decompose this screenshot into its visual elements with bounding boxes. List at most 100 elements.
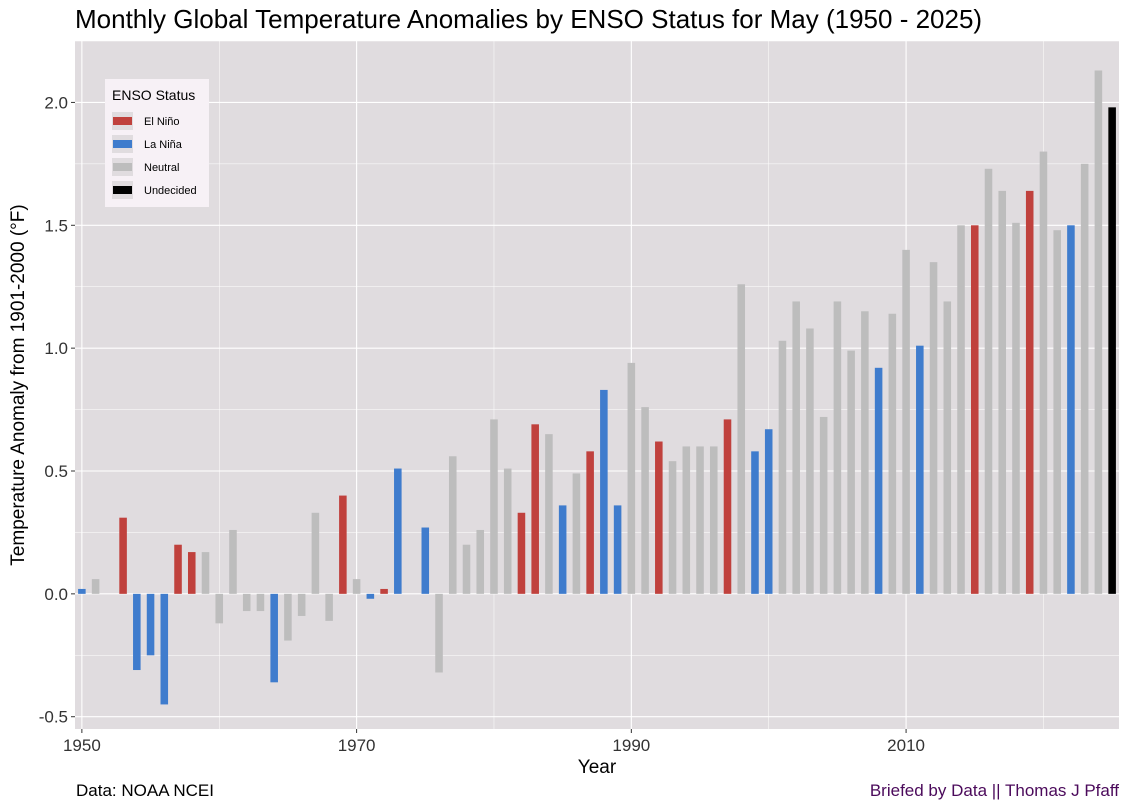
- bar-1979: [476, 529, 485, 594]
- legend-items: El Niño La Niña Neutral Undecided: [112, 112, 197, 199]
- y-tick-label: 1.5: [44, 216, 68, 235]
- legend-swatch: [113, 117, 132, 125]
- bar-1987: [586, 451, 594, 594]
- bar-1992: [655, 441, 663, 594]
- bar-1993: [668, 461, 677, 594]
- y-tick-label: 0.5: [44, 462, 68, 481]
- bar-2015: [970, 225, 979, 594]
- y-tick-label: -0.5: [39, 708, 68, 727]
- bar-1960: [215, 593, 224, 624]
- bar-2011: [916, 345, 924, 594]
- credit-note: Briefed by Data || Thomas J Pfaff: [869, 781, 1119, 800]
- bar-1988: [600, 389, 608, 594]
- bar-1980: [490, 419, 498, 594]
- bar-2022: [1067, 225, 1075, 594]
- bar-1963: [256, 593, 265, 612]
- bar-1996: [709, 446, 718, 594]
- y-tick-label: 0.0: [44, 585, 68, 604]
- bar-1968: [325, 593, 333, 621]
- bar-1961: [229, 529, 237, 594]
- bar-2009: [888, 313, 897, 594]
- x-tick-label: 2010: [887, 736, 925, 755]
- bar-1977: [448, 456, 457, 594]
- bar-1954: [133, 593, 141, 671]
- bar-1962: [242, 593, 251, 612]
- bar-2003: [806, 328, 814, 594]
- bar-1973: [394, 468, 402, 594]
- bar-1994: [682, 446, 691, 594]
- bar-2002: [792, 301, 800, 594]
- bar-1999: [751, 451, 759, 594]
- bar-1955: [146, 593, 155, 656]
- bar-1975: [421, 527, 430, 594]
- bar-1966: [297, 593, 306, 616]
- legend-title: ENSO Status: [112, 87, 195, 103]
- bar-1972: [380, 588, 388, 594]
- y-tick-label: 1.0: [44, 339, 68, 358]
- x-axis-title: Year: [578, 757, 617, 778]
- bar-1991: [641, 407, 649, 594]
- x-tick-label: 1970: [338, 736, 376, 755]
- bar-2016: [984, 168, 993, 594]
- bar-1965: [284, 593, 292, 641]
- bar-1959: [201, 552, 210, 594]
- y-axis-title: Temperature Anomaly from 1901-2000 (°F): [8, 204, 29, 565]
- legend-label: Neutral: [144, 162, 179, 174]
- x-tick-label: 1990: [612, 736, 650, 755]
- chart-title: Monthly Global Temperature Anomalies by …: [75, 4, 983, 34]
- y-axis-ticks: -0.5 0.0 0.5 1.0 1.5 2.0: [39, 93, 75, 727]
- bars: [78, 70, 1116, 705]
- bar-1953: [119, 517, 127, 594]
- x-tick-label: 1950: [63, 736, 101, 755]
- bar-1981: [503, 468, 512, 594]
- bar-1982: [517, 512, 526, 594]
- legend-swatch: [113, 140, 132, 148]
- bar-1951: [91, 579, 100, 594]
- bar-1964: [270, 593, 278, 683]
- bar-2024: [1094, 70, 1103, 594]
- bar-2023: [1080, 163, 1089, 594]
- bar-1983: [531, 424, 539, 594]
- bar-2004: [819, 416, 828, 594]
- bar-1995: [696, 446, 704, 594]
- bar-1950: [78, 588, 86, 594]
- data-source-note: Data: NOAA NCEI: [76, 781, 214, 800]
- legend-label: Undecided: [144, 185, 197, 197]
- bar-2020: [1039, 151, 1048, 594]
- bar-1997: [723, 419, 732, 594]
- bar-2005: [833, 301, 842, 594]
- bar-2006: [847, 350, 855, 594]
- bar-2010: [902, 249, 910, 594]
- bar-2000: [764, 429, 773, 594]
- y-tick-label: 2.0: [44, 93, 68, 112]
- bar-1956: [160, 593, 169, 705]
- bar-2012: [929, 262, 938, 594]
- legend-swatch: [113, 163, 132, 171]
- bar-1985: [558, 505, 567, 594]
- bar-1990: [627, 362, 636, 594]
- bar-1986: [572, 473, 581, 594]
- legend: ENSO Status El Niño La Niña Neutral Undecid…: [105, 79, 209, 207]
- bar-1989: [613, 505, 622, 594]
- legend-label: La Niña: [144, 139, 183, 151]
- bar-2008: [874, 367, 883, 594]
- bar-1976: [435, 593, 443, 673]
- bar-2021: [1053, 230, 1061, 594]
- bar-1967: [311, 512, 320, 594]
- bar-1970: [352, 579, 361, 594]
- bar-1971: [366, 593, 375, 599]
- bar-2013: [943, 301, 952, 594]
- bar-2019: [1025, 190, 1034, 594]
- bar-1978: [462, 544, 471, 594]
- bar-2007: [861, 311, 869, 594]
- legend-swatch: [113, 186, 132, 194]
- bar-1957: [174, 544, 182, 594]
- bar-2001: [778, 340, 787, 594]
- legend-label: El Niño: [144, 116, 179, 128]
- bar-1969: [339, 495, 347, 594]
- bar-2014: [957, 225, 965, 594]
- bar-1998: [737, 284, 746, 594]
- bar-1958: [187, 552, 196, 594]
- x-axis-ticks: 1950 1970 1990 2010: [63, 729, 925, 755]
